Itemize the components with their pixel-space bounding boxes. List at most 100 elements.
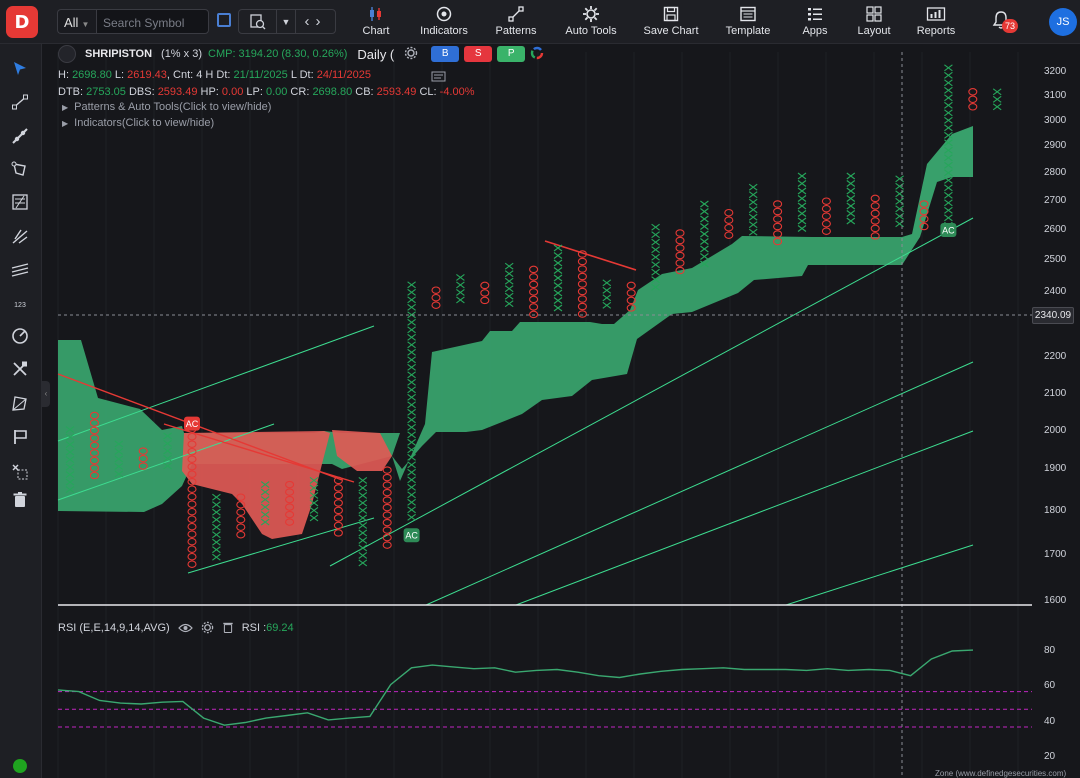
notification-badge: 73	[1002, 19, 1018, 33]
pnf-o-mark	[382, 496, 392, 504]
pnf-o-mark	[187, 485, 197, 493]
flag-icon[interactable]	[8, 425, 32, 449]
patterns-toggle[interactable]: ▶ Patterns & Auto Tools(Click to view/hid…	[62, 101, 271, 113]
pnf-x-mark	[407, 348, 416, 356]
menu-chart[interactable]: Chart	[357, 4, 395, 40]
pnf-o-mark	[333, 506, 343, 515]
l-date: 24/11/2025	[316, 69, 371, 81]
indicators-toggle[interactable]: ▶ Indicators(Click to view/hide)	[62, 117, 214, 129]
pnf-x-mark	[944, 214, 953, 222]
top-toolbar: D All ▼ Search Symbol ▼ ‹› Chart Indicato…	[0, 0, 1080, 44]
trash-icon[interactable]	[222, 621, 234, 634]
brush-icon[interactable]	[8, 357, 32, 381]
numbering-icon[interactable]: 123	[14, 301, 26, 309]
pnf-x-mark	[407, 491, 416, 499]
remove-drawings-icon[interactable]	[8, 460, 32, 484]
chart-header: SHRIPISTON (1% x 3) CMP: 3194.20 (8.30, …	[58, 44, 544, 64]
pnf-x-mark	[748, 221, 758, 229]
prev-next-buttons[interactable]: ‹›	[295, 10, 335, 33]
menu-indicators[interactable]: Indicators	[419, 4, 469, 40]
ray-line-icon[interactable]	[8, 124, 32, 148]
pnf-x-mark	[407, 371, 416, 379]
pnf-x-mark	[407, 311, 416, 319]
chevron-down-icon[interactable]: ▼	[276, 10, 295, 33]
price-tick-label: 1900	[1044, 463, 1067, 474]
pitchfork-icon[interactable]	[8, 224, 32, 248]
menu-patterns[interactable]: Patterns	[494, 4, 538, 40]
pnf-o-mark	[89, 419, 99, 427]
pnf-x-mark	[163, 439, 172, 447]
connection-status-indicator	[13, 759, 27, 773]
pnf-o-mark	[187, 537, 197, 546]
menu-save-chart[interactable]: Save Chart	[643, 4, 699, 40]
patterns-toggle-label: Patterns & Auto Tools(Click to view/hide…	[74, 101, 272, 113]
rsi-tick-label: 60	[1044, 680, 1056, 692]
search-input[interactable]: Search Symbol	[96, 9, 209, 34]
fibonacci-icon[interactable]	[8, 190, 32, 214]
pnf-x-mark	[358, 529, 368, 537]
pnf-o-mark	[821, 204, 831, 213]
cursor-icon[interactable]	[8, 57, 32, 81]
ac-label-text: AC	[942, 226, 955, 236]
zoom-search-button[interactable]	[239, 10, 276, 33]
rsi-value: 69.24	[266, 621, 294, 634]
pnf-x-mark	[944, 161, 953, 169]
measure-icon[interactable]	[8, 324, 32, 348]
pnf-x-column	[846, 172, 856, 225]
pnf-x-mark	[504, 292, 514, 300]
pnf-o-mark	[187, 522, 197, 531]
pnf-x-mark	[944, 169, 953, 177]
sell-button[interactable]: S	[464, 46, 493, 62]
pnf-x-mark	[748, 228, 758, 236]
polygon-tool-icon[interactable]	[8, 157, 32, 181]
collapse-toolbar-button[interactable]: ‹	[42, 381, 50, 407]
cb-label: CB:	[352, 86, 377, 98]
candlestick-icon	[370, 7, 381, 21]
shape-icon[interactable]	[8, 391, 32, 415]
pnf-x-mark	[260, 511, 270, 519]
trash-icon[interactable]	[8, 488, 32, 512]
avatar[interactable]: JS	[1049, 8, 1077, 36]
menu-apps[interactable]: Apps	[800, 4, 830, 40]
chart-canvas[interactable]: AC AC AC	[42, 44, 1080, 778]
market-select[interactable]: All ▼	[57, 9, 97, 34]
app-logo[interactable]: D	[6, 6, 38, 38]
pnf-o-mark	[187, 470, 197, 478]
dtb-info-line: DTB: 2753.05 DBS: 2593.49 HP: 0.00 LP: 0…	[58, 86, 475, 98]
pnf-o-mark	[480, 281, 490, 290]
pnf-x-mark	[944, 71, 953, 79]
symbol-name[interactable]: SHRIPISTON	[85, 48, 153, 60]
compare-checkbox[interactable]	[217, 13, 231, 27]
indicators-icon	[436, 6, 452, 22]
menu-template[interactable]: Template	[725, 4, 771, 40]
menu-reports[interactable]: Reports	[915, 4, 957, 40]
settings-icon[interactable]	[404, 46, 418, 63]
menu-auto-tools[interactable]: Auto Tools	[565, 4, 617, 40]
crosshair-price-tag: 2340.09	[1032, 307, 1074, 324]
ac-label: AC	[184, 416, 200, 431]
menu-auto-tools-label: Auto Tools	[565, 25, 617, 37]
color-wheel-icon[interactable]	[530, 46, 544, 63]
pnf-x-column	[114, 440, 124, 478]
buy-button[interactable]: B	[431, 46, 460, 62]
pnf-o-mark	[285, 488, 295, 496]
parallel-channel-icon[interactable]	[8, 257, 32, 281]
trendline-icon[interactable]	[8, 90, 32, 114]
pnf-o-mark	[577, 295, 587, 303]
settings-icon[interactable]	[201, 621, 214, 634]
pnf-x-column	[456, 273, 465, 304]
pnf-x-mark	[309, 514, 319, 522]
menu-layout[interactable]: Layout	[856, 4, 892, 40]
eye-icon[interactable]	[177, 622, 193, 634]
pnf-o-mark	[236, 500, 246, 509]
pnf-o-mark	[382, 473, 392, 482]
pnf-x-mark	[358, 514, 368, 522]
pnf-o-mark	[187, 447, 197, 456]
pnf-o-mark	[968, 88, 978, 96]
interval-select[interactable]: Daily (	[357, 46, 395, 62]
menu-patterns-label: Patterns	[495, 25, 537, 37]
pnf-o-mark	[236, 493, 246, 501]
pnf-o-mark	[138, 447, 148, 455]
pnf-o-column	[577, 250, 587, 318]
position-button[interactable]: P	[497, 46, 526, 62]
